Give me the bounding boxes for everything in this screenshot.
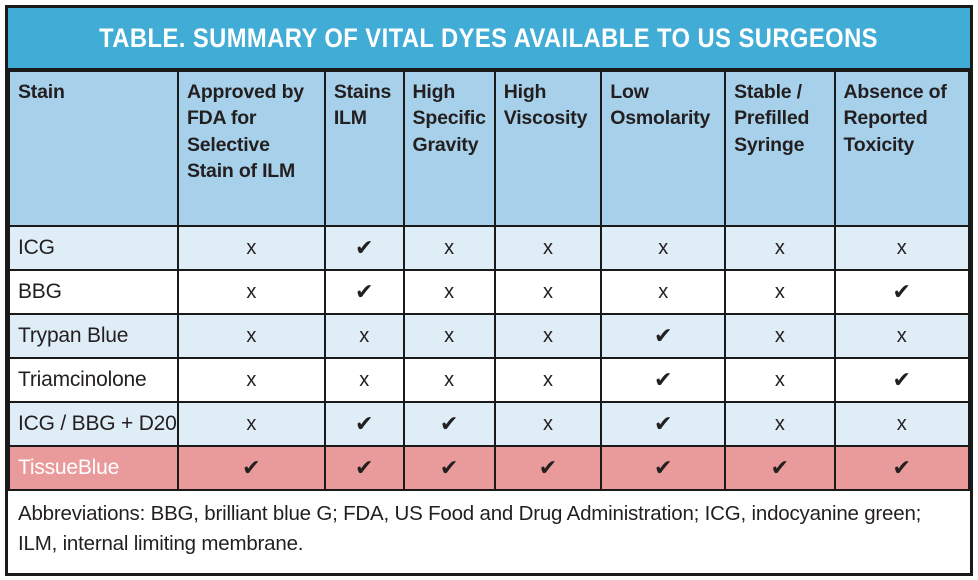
mark-cell: ✔: [323, 401, 405, 447]
mark-cell: x: [493, 401, 603, 447]
table-row-triamcinolone: Triamcinolone x x x x ✔ x ✔: [8, 357, 971, 403]
mark-cell: x: [724, 401, 836, 447]
mark-cell: x: [176, 269, 326, 315]
column-header-stain: Stain: [8, 70, 179, 227]
mark-cell: ✔: [600, 401, 727, 447]
mark-cell: x: [176, 225, 326, 271]
mark-cell: x: [724, 225, 836, 271]
mark-cell: ✔: [600, 445, 727, 491]
stain-name-cell: Triamcinolone: [8, 357, 179, 403]
mark-cell: x: [600, 269, 727, 315]
stain-name-cell: TissueBlue: [8, 445, 179, 491]
stain-name-cell: Trypan Blue: [8, 313, 179, 359]
mark-cell: x: [724, 313, 836, 359]
vital-dyes-table: Stain Approved by FDA for Selective Stai…: [8, 70, 971, 491]
mark-cell: x: [176, 401, 326, 447]
mark-cell: ✔: [833, 357, 971, 403]
mark-cell: x: [176, 313, 326, 359]
abbreviations-footnote: Abbreviations: BBG, brilliant blue G; FD…: [8, 491, 970, 573]
mark-cell: ✔: [833, 269, 971, 315]
mark-cell: x: [493, 357, 603, 403]
mark-cell: ✔: [402, 445, 496, 491]
mark-cell: x: [323, 357, 405, 403]
mark-cell: ✔: [493, 445, 603, 491]
column-header-high-specific-gravity: High Specific Gravity: [402, 70, 496, 227]
table-frame: TABLE. SUMMARY OF VITAL DYES AVAILABLE T…: [5, 5, 973, 576]
mark-cell: x: [493, 269, 603, 315]
mark-cell: x: [833, 313, 971, 359]
column-header-stains-ilm: Stains ILM: [323, 70, 405, 227]
mark-cell: x: [402, 313, 496, 359]
stain-name-cell: BBG: [8, 269, 179, 315]
mark-cell: x: [833, 401, 971, 447]
stain-name-cell: ICG / BBG + D20: [8, 401, 179, 447]
table-row-trypan-blue: Trypan Blue x x x x ✔ x x: [8, 313, 971, 359]
mark-cell: ✔: [600, 313, 727, 359]
table-row-tissueblue-highlighted: TissueBlue ✔ ✔ ✔ ✔ ✔ ✔ ✔: [8, 445, 971, 491]
mark-cell: x: [493, 225, 603, 271]
mark-cell: x: [724, 357, 836, 403]
table-row-bbg: BBG x ✔ x x x x ✔: [8, 269, 971, 315]
mark-cell: x: [402, 357, 496, 403]
mark-cell: x: [833, 225, 971, 271]
table-row-icg: ICG x ✔ x x x x x: [8, 225, 971, 271]
mark-cell: ✔: [833, 445, 971, 491]
column-header-stable-prefilled-syringe: Stable / Prefilled Syringe: [724, 70, 836, 227]
column-header-absence-of-toxicity: Absence of Reported Toxicity: [833, 70, 971, 227]
mark-cell: ✔: [323, 269, 405, 315]
mark-cell: ✔: [323, 445, 405, 491]
mark-cell: ✔: [724, 445, 836, 491]
mark-cell: ✔: [176, 445, 326, 491]
mark-cell: x: [493, 313, 603, 359]
table-title: TABLE. SUMMARY OF VITAL DYES AVAILABLE T…: [99, 22, 879, 53]
column-header-low-osmolarity: Low Osmolarity: [600, 70, 727, 227]
mark-cell: ✔: [323, 225, 405, 271]
mark-cell: ✔: [402, 401, 496, 447]
table-row-icg-bbg-d20: ICG / BBG + D20 x ✔ ✔ x ✔ x x: [8, 401, 971, 447]
mark-cell: x: [402, 225, 496, 271]
table-title-bar: TABLE. SUMMARY OF VITAL DYES AVAILABLE T…: [8, 8, 970, 70]
column-header-high-viscosity: High Viscosity: [493, 70, 603, 227]
mark-cell: x: [323, 313, 405, 359]
stain-name-cell: ICG: [8, 225, 179, 271]
mark-cell: x: [402, 269, 496, 315]
mark-cell: x: [600, 225, 727, 271]
mark-cell: ✔: [600, 357, 727, 403]
header-row: Stain Approved by FDA for Selective Stai…: [8, 70, 971, 227]
mark-cell: x: [176, 357, 326, 403]
column-header-fda-approved: Approved by FDA for Selective Stain of I…: [176, 70, 326, 227]
mark-cell: x: [724, 269, 836, 315]
